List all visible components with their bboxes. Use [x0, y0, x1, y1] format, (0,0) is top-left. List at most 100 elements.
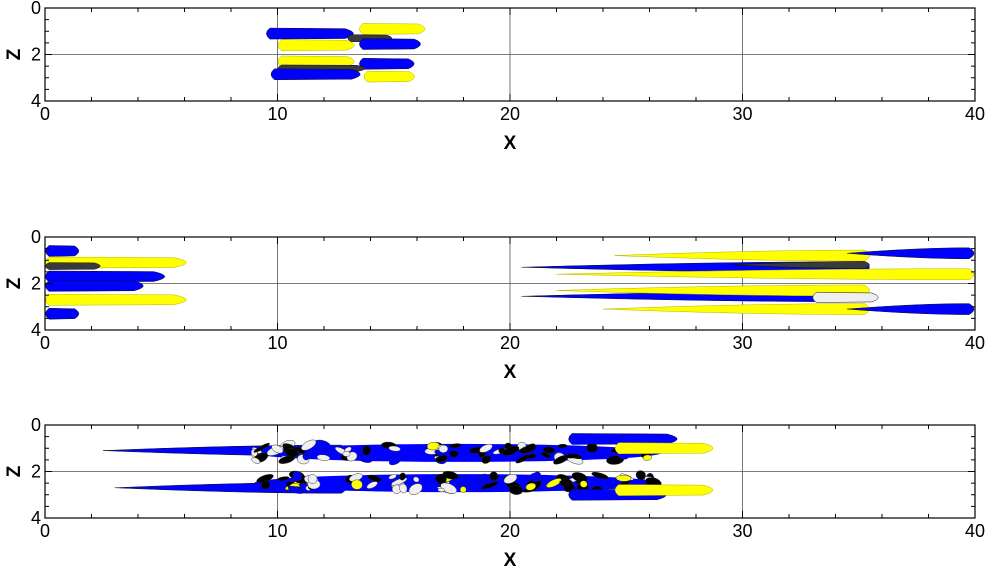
vortex-blob [342, 451, 351, 457]
vortex-blob [615, 474, 632, 482]
isosurfaces [103, 433, 714, 501]
vortex-blob [479, 473, 490, 483]
vortex-blob [523, 443, 536, 452]
z-tick-label: 0 [31, 0, 41, 18]
vortex-blob [366, 481, 378, 489]
streak-yellow [614, 249, 870, 262]
x-axis-title: X [504, 550, 517, 571]
vortex-blob [525, 482, 537, 491]
vortex-blob [307, 474, 318, 484]
vortex-blob [557, 443, 568, 448]
vortex-blob [251, 457, 261, 464]
vortex-blob [489, 471, 499, 481]
z-tick-label: 0 [31, 415, 41, 435]
x-tick-label: 40 [965, 521, 985, 541]
vortex-blob [454, 477, 470, 487]
x-tick-label: 0 [40, 333, 50, 353]
x-axis-title: X [504, 133, 517, 154]
x-tick-label: 10 [267, 521, 287, 541]
vortex-blob [389, 455, 402, 466]
ticks [44, 236, 976, 331]
vortex-blob [288, 485, 304, 494]
streak-yellow [45, 294, 187, 306]
grid-lines [45, 8, 975, 101]
z-axis-title: Z [4, 48, 25, 60]
streak-blue [270, 68, 361, 81]
vortex-blob [449, 443, 462, 449]
vortex-blob [408, 483, 423, 495]
vortex-blob [534, 471, 542, 480]
vortex-blob [253, 443, 270, 453]
x-axis-title: X [504, 362, 517, 383]
streak-yellow [359, 23, 426, 35]
streak-dark [45, 262, 101, 270]
x-tick-label: 40 [965, 104, 985, 124]
streak-yellow [363, 70, 415, 83]
vortex-blob [388, 474, 397, 480]
x-tick-label: 20 [500, 333, 520, 353]
streak-blue [45, 307, 80, 320]
z-tick-label: 4 [31, 320, 41, 340]
streak-yellow [556, 268, 975, 280]
vortex-blob [540, 452, 551, 459]
z-tick-label: 4 [31, 91, 41, 111]
vortex-blob [435, 473, 447, 484]
panel-top: 0 10 20 30 40 0 2 4 X Z [4, 0, 985, 154]
vortex-blob [571, 472, 588, 483]
vortex-blob [362, 445, 371, 456]
x-tick-label: 30 [732, 521, 752, 541]
vortex-blob [481, 455, 492, 464]
grid-lines [45, 425, 975, 518]
vortex-blob [459, 486, 467, 493]
vortex-blob [271, 444, 284, 454]
vortex-blob [292, 471, 302, 482]
vortex-blob [285, 448, 299, 458]
z-tick-label: 0 [31, 227, 41, 247]
ticks [44, 7, 976, 102]
isosurfaces [45, 245, 975, 320]
x-tick-label: 30 [732, 104, 752, 124]
vortex-blob [435, 455, 448, 463]
vortex-blob [502, 445, 520, 456]
streak-white [812, 292, 879, 303]
x-tick-label: 20 [500, 104, 520, 124]
vortex-blob [388, 445, 401, 452]
vortex-blob [316, 454, 331, 461]
vortex-blob [277, 476, 290, 481]
streak-yellow [614, 442, 714, 455]
x-tick-label: 40 [965, 333, 985, 353]
turbulent-structure [250, 439, 662, 466]
ticks [44, 424, 976, 519]
x-tick-label: 20 [500, 521, 520, 541]
streak-yellow [614, 484, 714, 496]
streak-blue [45, 270, 166, 283]
vortex-blob [449, 450, 459, 458]
z-tick-label: 2 [31, 45, 41, 65]
streak-yellow [556, 284, 870, 297]
vortex-blob [278, 455, 295, 464]
streak-blue [45, 245, 80, 257]
vortex-blob [526, 453, 537, 459]
streak-blue [359, 58, 415, 70]
vortex-blob [479, 443, 493, 453]
streak-blue [359, 38, 421, 50]
vortex-blob [367, 474, 382, 482]
streak-blue [847, 247, 975, 260]
z-axis-title: Z [4, 277, 25, 289]
vortex-blob [442, 471, 459, 480]
vortex-blob [351, 479, 363, 490]
x-tick-label: 10 [267, 333, 287, 353]
x-tick-label: 10 [267, 104, 287, 124]
vortex-blob [438, 444, 449, 453]
vortex-blob [543, 446, 556, 454]
vortex-blob [399, 472, 406, 481]
vortex-blob [399, 483, 408, 494]
x-tick-label: 30 [732, 333, 752, 353]
z-tick-label: 2 [31, 274, 41, 294]
z-tick-label: 4 [31, 508, 41, 528]
streak-blue [45, 280, 144, 292]
x-tick-label: 0 [40, 104, 50, 124]
streak-blue [847, 303, 975, 315]
vortex-blob [260, 480, 271, 490]
